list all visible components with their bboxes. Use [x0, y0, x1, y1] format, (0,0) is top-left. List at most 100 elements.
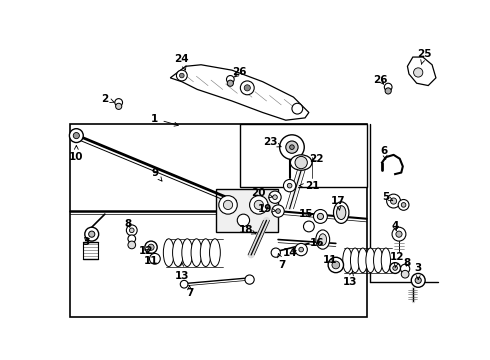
Circle shape [219, 195, 237, 214]
Circle shape [176, 70, 187, 81]
Text: 11: 11 [323, 255, 338, 265]
Ellipse shape [191, 239, 202, 266]
Text: 19: 19 [258, 204, 276, 214]
Bar [217, 189, 278, 232]
Circle shape [411, 274, 425, 287]
Circle shape [391, 198, 397, 204]
Circle shape [387, 194, 400, 208]
Text: 7: 7 [186, 285, 193, 298]
Text: 12: 12 [390, 252, 405, 268]
Text: 21: 21 [299, 181, 320, 191]
Text: 6: 6 [381, 146, 388, 159]
Text: 1: 1 [151, 114, 178, 126]
Circle shape [226, 76, 234, 83]
Ellipse shape [350, 248, 360, 273]
Ellipse shape [358, 248, 368, 273]
Ellipse shape [163, 239, 174, 266]
Circle shape [295, 156, 307, 169]
Circle shape [414, 68, 423, 77]
Bar [70, 124, 367, 316]
Text: 18: 18 [239, 225, 256, 235]
Circle shape [385, 88, 391, 94]
Circle shape [328, 257, 343, 273]
Circle shape [148, 244, 154, 250]
Text: 14: 14 [282, 248, 297, 258]
Circle shape [393, 266, 397, 270]
Text: 23: 23 [263, 137, 281, 147]
Circle shape [400, 264, 410, 274]
Circle shape [89, 231, 95, 237]
Ellipse shape [381, 248, 391, 273]
Circle shape [244, 85, 250, 91]
Circle shape [392, 227, 406, 241]
Ellipse shape [172, 239, 183, 266]
Text: 26: 26 [232, 67, 247, 77]
Text: 17: 17 [331, 196, 345, 210]
Circle shape [290, 145, 294, 149]
Text: 5: 5 [382, 192, 393, 202]
Circle shape [70, 129, 83, 143]
Circle shape [396, 231, 402, 237]
Text: 12: 12 [138, 246, 153, 256]
Circle shape [287, 183, 292, 188]
Circle shape [116, 103, 122, 109]
Text: 10: 10 [69, 145, 84, 162]
Circle shape [280, 135, 304, 159]
Circle shape [398, 199, 409, 210]
Circle shape [180, 280, 188, 288]
Circle shape [227, 80, 233, 86]
Circle shape [245, 275, 254, 284]
Text: 8: 8 [124, 219, 131, 229]
Circle shape [415, 277, 421, 283]
Circle shape [85, 227, 98, 241]
Text: 16: 16 [309, 238, 324, 248]
Circle shape [115, 99, 122, 106]
Circle shape [254, 200, 264, 210]
Circle shape [273, 195, 277, 199]
Ellipse shape [334, 202, 349, 223]
Text: 2: 2 [101, 94, 114, 104]
Circle shape [179, 73, 184, 78]
Circle shape [272, 205, 284, 217]
Ellipse shape [366, 248, 375, 273]
Ellipse shape [343, 248, 352, 273]
Ellipse shape [316, 230, 330, 249]
Circle shape [271, 248, 280, 257]
Circle shape [276, 209, 280, 213]
Circle shape [295, 243, 307, 256]
Circle shape [292, 103, 303, 114]
Bar [240, 124, 367, 187]
Text: 4: 4 [392, 221, 399, 231]
Circle shape [318, 213, 323, 220]
Circle shape [269, 191, 281, 203]
Circle shape [237, 214, 249, 226]
Circle shape [283, 180, 296, 192]
Text: 25: 25 [417, 49, 432, 64]
Text: 15: 15 [298, 209, 313, 219]
Text: 26: 26 [373, 75, 388, 85]
Text: 11: 11 [144, 256, 158, 266]
Circle shape [303, 221, 314, 232]
Text: 8: 8 [404, 258, 411, 267]
Circle shape [145, 241, 157, 253]
Ellipse shape [182, 239, 193, 266]
Text: 24: 24 [174, 54, 189, 70]
Text: 13: 13 [174, 262, 189, 281]
Circle shape [332, 261, 340, 269]
Polygon shape [171, 65, 309, 120]
Ellipse shape [200, 239, 211, 266]
Text: 3: 3 [82, 237, 89, 247]
Text: 9: 9 [151, 167, 162, 181]
Circle shape [401, 270, 409, 278]
Circle shape [126, 225, 137, 236]
Text: 7: 7 [278, 253, 286, 270]
Ellipse shape [291, 155, 312, 170]
Circle shape [129, 228, 134, 233]
Circle shape [286, 141, 298, 153]
Circle shape [314, 210, 327, 223]
Circle shape [390, 263, 400, 274]
Circle shape [299, 247, 303, 252]
Circle shape [401, 203, 406, 207]
Text: 20: 20 [251, 188, 272, 198]
Ellipse shape [319, 234, 327, 245]
